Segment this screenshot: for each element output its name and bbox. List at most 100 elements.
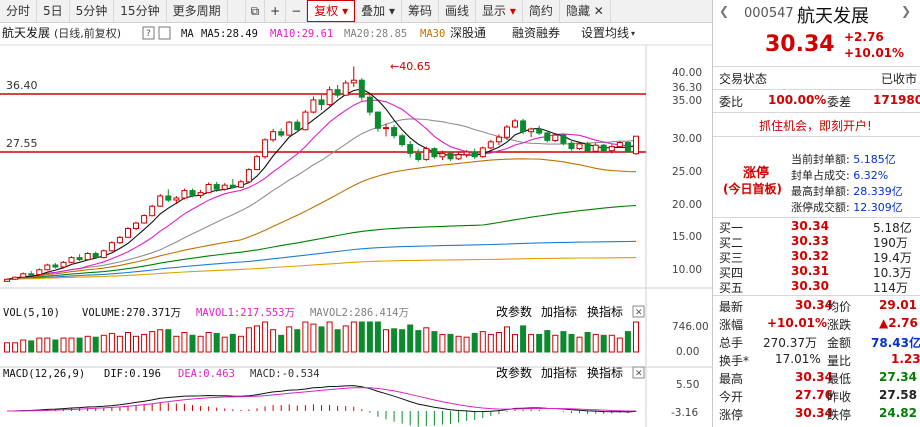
candle-body[interactable] [76,257,83,261]
bid-row[interactable]: 买一 30.34 5.18亿 [713,219,920,236]
vol-close-icon[interactable] [632,305,645,318]
candle-body[interactable] [270,131,277,141]
candle-body[interactable] [245,169,252,183]
candle-body[interactable] [471,151,478,158]
candle-body[interactable] [294,121,301,131]
candle-body[interactable] [415,152,422,160]
zoom-out-icon[interactable]: − [286,0,308,22]
forward-arrow-icon[interactable]: ❯ [901,4,912,18]
macd-change-indicator-button[interactable]: 换指标 [587,365,623,380]
chart-area[interactable]: 航天发展 (日线,前复权) ? MA MA5:28.49 MA10:29.61 … [0,22,712,427]
vol-change-indicator-button[interactable]: 换指标 [587,304,623,319]
candle-body[interactable] [84,253,91,261]
candle-body[interactable] [399,135,406,146]
candle-body[interactable] [608,146,615,152]
candle-body[interactable] [334,89,341,96]
tab-hk-connect[interactable]: 深股通 [450,26,486,40]
tab-ma-settings[interactable]: 设置均线 [581,26,629,40]
candle-body[interactable] [189,190,196,196]
candle-body[interactable] [197,192,204,196]
candle-body[interactable] [181,190,188,199]
bid-row[interactable]: 买三 30.32 19.4万 [713,249,920,266]
candle-body[interactable] [633,135,639,155]
candle-body[interactable] [165,195,172,201]
candle-body[interactable] [431,148,438,158]
vol-add-indicator-button[interactable]: 加指标 [541,304,577,319]
candle-body[interactable] [326,89,333,106]
candle-body[interactable] [310,99,317,113]
candle-body[interactable] [536,128,543,134]
draw-line-button[interactable]: 画线 [439,0,477,22]
candle-body[interactable] [116,236,123,244]
simple-mode-button[interactable]: 简约 [523,0,560,22]
macd-close-icon[interactable] [632,366,645,379]
candle-body[interactable] [439,152,446,158]
candle-body[interactable] [302,111,309,131]
candle-body[interactable] [366,96,373,113]
candle-body[interactable] [342,82,349,96]
candle-body[interactable] [520,120,527,133]
candle-body[interactable] [358,79,365,98]
help-icon[interactable] [142,26,155,40]
candle-body[interactable] [60,261,67,268]
candle-body[interactable] [254,156,260,171]
tab-margin-trading[interactable]: 融资融券 [512,25,560,40]
candle-body[interactable] [205,184,212,194]
vol-edit-params-button[interactable]: 改参数 [496,304,532,319]
candle-body[interactable] [92,253,99,259]
candle-body[interactable] [141,215,148,224]
candle-body[interactable] [600,144,607,152]
candle-body[interactable] [447,152,454,160]
candle-body[interactable] [487,141,494,149]
candle-body[interactable] [592,144,599,152]
candle-body[interactable] [504,126,510,138]
candle-body[interactable] [213,184,220,190]
candle-body[interactable] [350,79,357,84]
hide-button[interactable]: 隐藏 ✕ [560,0,611,22]
macd-add-indicator-button[interactable]: 加指标 [541,365,577,380]
candle-body[interactable] [125,228,131,238]
candle-body[interactable] [584,143,591,152]
candle-body[interactable] [100,250,107,259]
candle-body[interactable] [374,111,381,129]
candle-body[interactable] [4,278,10,282]
settings-icon[interactable] [158,26,171,40]
candle-body[interactable] [108,242,115,252]
candle-body[interactable] [262,139,269,158]
candle-body[interactable] [423,148,430,160]
candle-body[interactable] [173,197,180,201]
candle-body[interactable] [221,184,228,190]
candle-body[interactable] [528,128,535,133]
candle-body[interactable] [560,134,567,144]
candle-body[interactable] [318,99,325,106]
candle-body[interactable] [616,142,623,148]
candle-body[interactable] [44,264,51,271]
overlay-button[interactable]: 叠加 ▾ [355,0,403,22]
open-account-link[interactable]: 抓住机会，即刻开户! [759,119,872,133]
more-periods-button[interactable]: 更多周期 [167,0,228,22]
candle-body[interactable] [133,222,139,230]
candle-body[interactable] [383,127,389,130]
candle-body[interactable] [479,147,486,158]
copy-icon[interactable]: ⧉ [246,0,266,22]
candle-body[interactable] [495,136,502,143]
macd-edit-params-button[interactable]: 改参数 [496,365,532,380]
period-tab-intraday[interactable]: 分时 [0,0,38,22]
period-tab-5day[interactable]: 5日 [37,0,70,22]
candle-body[interactable] [12,276,19,280]
candle-body[interactable] [568,142,575,150]
candle-body[interactable] [28,273,35,276]
candle-body[interactable] [407,144,414,154]
candle-body[interactable] [229,184,236,188]
candle-body[interactable] [391,127,398,137]
period-tab-15min[interactable]: 15分钟 [114,0,167,22]
candle-body[interactable] [286,121,293,136]
back-arrow-icon[interactable]: ❮ [719,4,730,18]
candle-body[interactable] [455,154,462,160]
candle-body[interactable] [552,134,559,141]
candle-body[interactable] [512,120,518,128]
zoom-in-icon[interactable]: + [265,0,287,22]
candle-body[interactable] [463,151,470,156]
bid-row[interactable]: 买五 30.30 114万 [713,279,920,296]
period-tab-5min[interactable]: 5分钟 [70,0,115,22]
